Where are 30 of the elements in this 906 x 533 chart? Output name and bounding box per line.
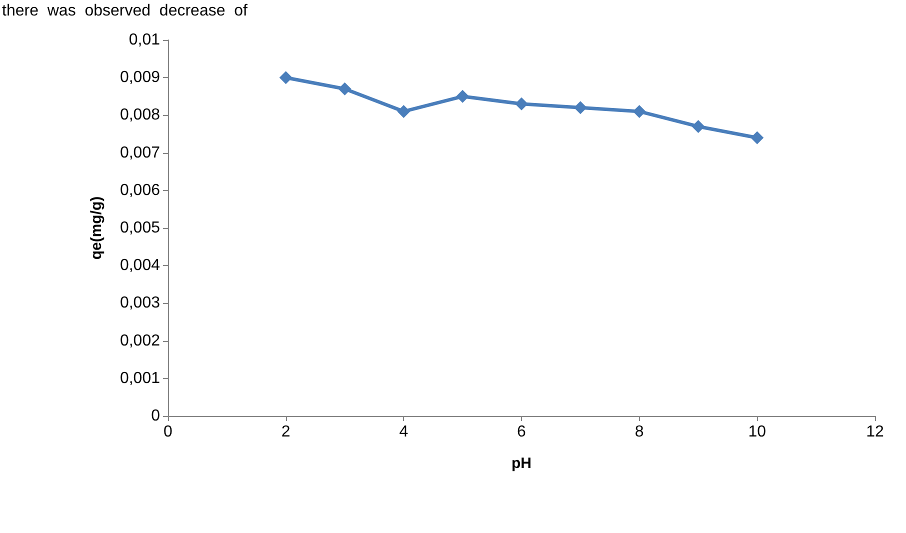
x-tick-label: 2 [281, 424, 290, 440]
y-tick-label: 0,006 [120, 182, 160, 199]
y-tick-label: 0,002 [120, 332, 160, 350]
y-tick-label: 0,01 [128, 32, 160, 48]
point [456, 90, 470, 103]
y-tick-label: 0,009 [120, 69, 160, 86]
y-axis-title: qe(mg/g) [88, 196, 105, 260]
x-tick-label: 10 [748, 424, 766, 440]
x-tick-label: 0 [164, 424, 173, 440]
text: there was observed decrease of [2, 2, 248, 20]
y-tick-label: 0 [151, 408, 160, 424]
point [750, 131, 764, 144]
y-tick-label: 0,008 [120, 106, 160, 124]
y-tick-label: 0,007 [120, 144, 160, 162]
point [574, 101, 587, 114]
point [279, 71, 292, 84]
point [515, 97, 528, 110]
x-tick-label: 6 [517, 424, 526, 440]
y-tick-label: 0,004 [120, 257, 160, 274]
point [692, 120, 705, 133]
point [632, 104, 646, 118]
point [338, 82, 352, 96]
y-tick-label: 0,005 [120, 220, 160, 236]
x-tick-label: 4 [399, 424, 408, 440]
x-tick-label: 12 [866, 424, 884, 440]
point [397, 104, 410, 118]
y-tick-label: 0,001 [120, 370, 160, 387]
x-axis-title: pH [512, 455, 532, 472]
y-tick-label: 0,003 [120, 294, 160, 312]
x-tick-label: 8 [634, 424, 644, 440]
